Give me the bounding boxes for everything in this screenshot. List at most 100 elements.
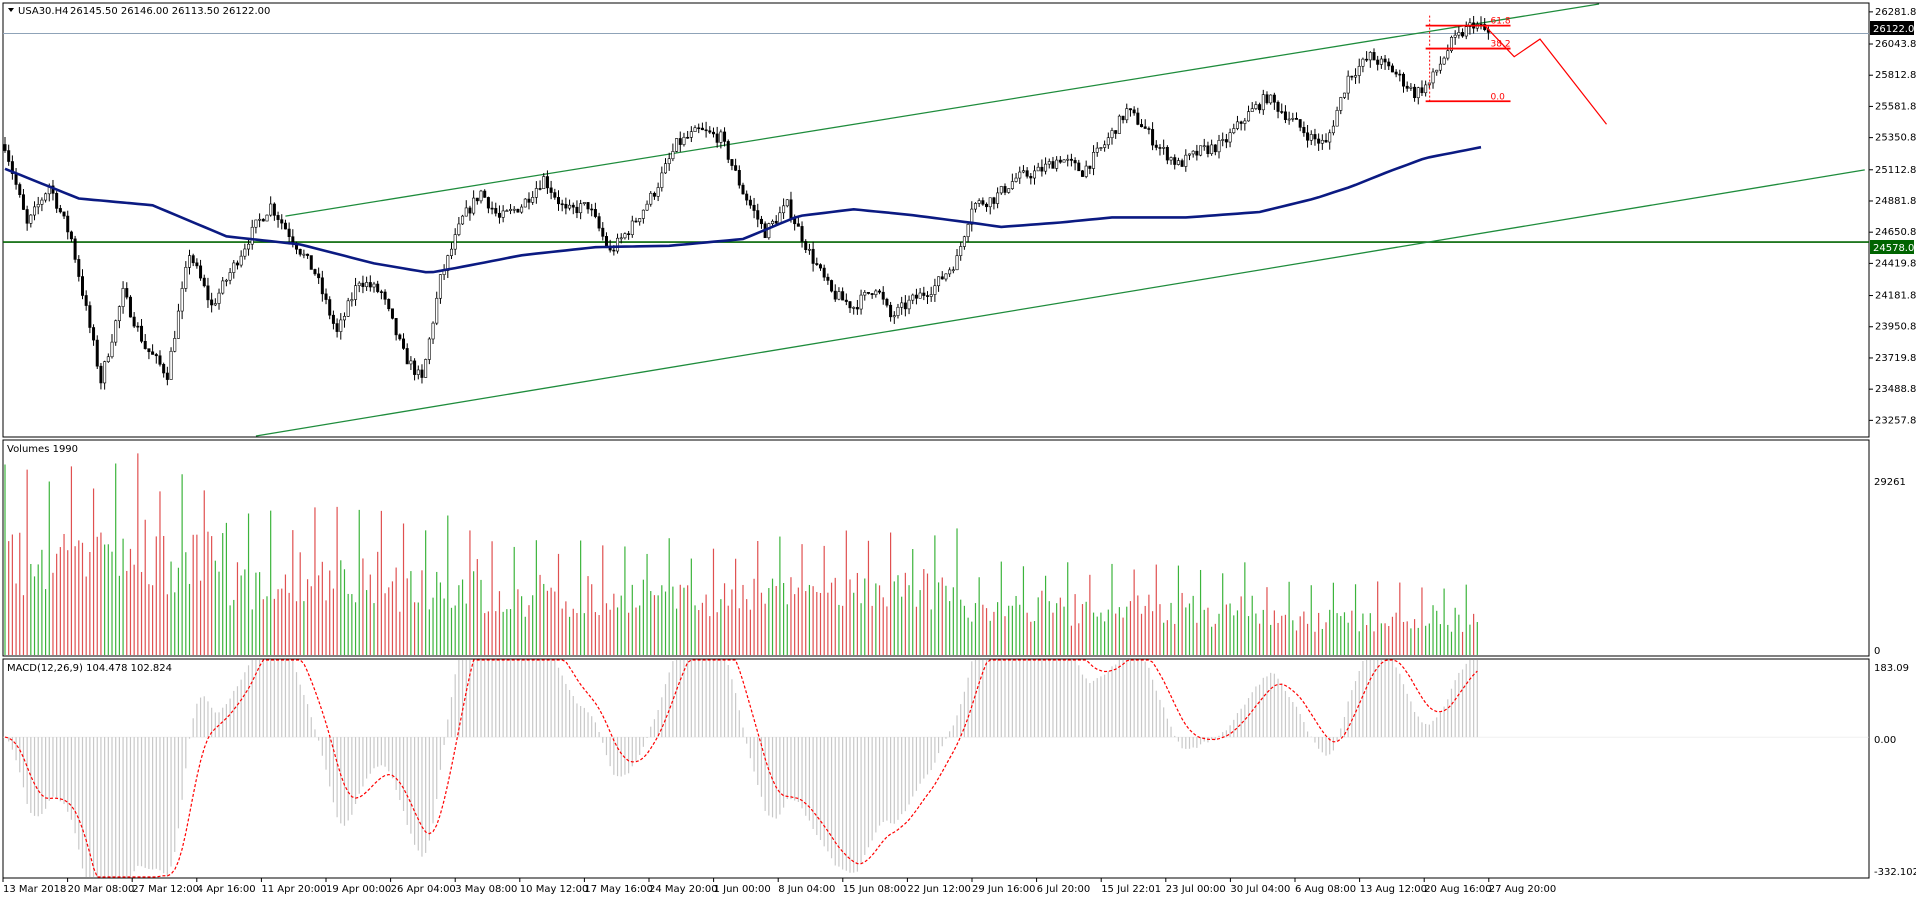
candle (36, 196, 40, 215)
candle (77, 255, 81, 282)
bull-candle-body (660, 172, 664, 188)
candle (527, 192, 531, 210)
candle (667, 152, 671, 171)
candle (1140, 119, 1144, 128)
candle (1125, 103, 1129, 124)
bear-candle-body (128, 296, 132, 318)
bull-candle-body (44, 193, 48, 201)
bear-candle-body (1140, 124, 1144, 128)
candle (247, 237, 251, 256)
bear-candle-body (1088, 165, 1092, 169)
candle (1449, 35, 1453, 53)
candle (903, 295, 907, 317)
price-panel[interactable]: 61.8 38.2 0.0 26281.80 26043.80 25812.80 2558… (2, 2, 1916, 438)
support-price-tag: 24578.01 (1870, 240, 1916, 254)
bull-candle-body (217, 292, 221, 304)
bull-candle-body (1014, 177, 1018, 182)
price-tick-label: 26043.80 (1875, 39, 1916, 50)
candle (520, 204, 524, 214)
bull-candle-body (1033, 170, 1037, 179)
candle (855, 299, 859, 315)
candle (1331, 120, 1335, 136)
bull-candle-body (1184, 154, 1188, 167)
bear-candle-body (745, 193, 749, 201)
bear-candle-body (1180, 160, 1184, 167)
bear-candle-body (420, 369, 424, 378)
candle (1073, 157, 1077, 171)
time-tick-label: 29 Jun 16:00 (972, 884, 1036, 895)
candle (239, 250, 243, 268)
triangle-down-icon[interactable] (8, 8, 14, 12)
candle (1365, 51, 1369, 62)
bear-candle-body (1077, 162, 1081, 172)
bull-candle-body (461, 215, 465, 225)
moving-average-line (4, 145, 1482, 274)
candle (1147, 126, 1151, 135)
candle (959, 241, 963, 261)
macd-panel[interactable]: MACD(12,26,9) 104.478 102.824 183.09 0.0… (2, 658, 1916, 879)
bull-candle-body (988, 197, 992, 208)
candle (1424, 80, 1428, 97)
bull-candle-body (619, 237, 623, 240)
candle (564, 197, 568, 215)
time-tick-label: 23 Jul 00:00 (1166, 884, 1226, 895)
bear-candle-body (143, 340, 147, 349)
bull-candle-body (457, 223, 461, 235)
bull-candle-body (520, 206, 524, 213)
candle (1010, 173, 1014, 190)
time-tick-label: 6 Jul 20:00 (1037, 884, 1091, 895)
volume-panel[interactable]: Volumes 1990 29261 0 (2, 439, 1906, 657)
candle (531, 191, 535, 205)
price-tick-label: 23488.80 (1875, 384, 1916, 395)
bear-candle-body (486, 197, 490, 209)
candle (1106, 132, 1110, 149)
candle (1435, 69, 1439, 76)
candle (1405, 81, 1409, 92)
candle (424, 358, 428, 378)
bull-candle-body (357, 282, 361, 286)
candle (1210, 139, 1214, 156)
bull-candle-body (1342, 92, 1346, 98)
candle (405, 343, 409, 365)
bear-candle-body (313, 269, 317, 275)
bull-candle-body (247, 243, 251, 250)
candle (796, 217, 800, 227)
candle (874, 289, 878, 298)
candle (1317, 133, 1321, 151)
bear-candle-body (468, 207, 472, 214)
bull-candle-body (1287, 118, 1291, 121)
bull-candle-body (771, 220, 775, 224)
bear-candle-body (1165, 147, 1169, 161)
candle (1254, 101, 1258, 111)
symbol-label: USA30.H4 (18, 6, 68, 17)
bear-candle-body (848, 301, 852, 309)
candle (1372, 48, 1376, 61)
bull-candle-body (948, 269, 952, 275)
candle (494, 202, 498, 217)
candle (575, 200, 579, 219)
candle (1136, 107, 1140, 126)
bear-candle-body (280, 219, 284, 224)
bull-candle-body (693, 127, 697, 132)
candle (951, 266, 955, 274)
candle (818, 263, 822, 271)
candle (1272, 92, 1276, 110)
candle (66, 210, 70, 240)
candle (1029, 172, 1033, 185)
candle (1154, 140, 1158, 151)
candle (509, 204, 513, 215)
bear-candle-body (1295, 117, 1299, 120)
bull-candle-body (785, 199, 789, 207)
bull-candle-body (180, 288, 184, 312)
bear-candle-body (597, 216, 601, 229)
bull-candle-body (1331, 125, 1335, 134)
time-tick-label: 26 Apr 04:00 (391, 884, 456, 895)
candle (1420, 80, 1424, 97)
price-tick-label: 24419.80 (1875, 258, 1916, 269)
fib-level-label: 61.8 (1491, 17, 1511, 27)
bull-candle-body (106, 356, 110, 362)
candle (660, 166, 664, 192)
bear-candle-body (483, 190, 487, 198)
bear-candle-body (914, 294, 918, 299)
